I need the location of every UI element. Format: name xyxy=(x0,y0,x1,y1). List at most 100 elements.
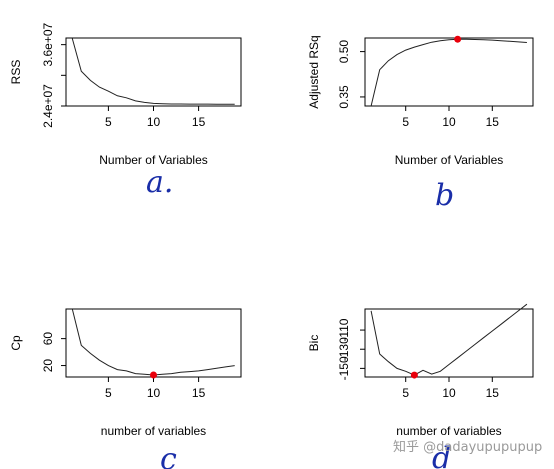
data-point xyxy=(171,103,173,105)
x-tick-label: 15 xyxy=(486,386,500,400)
data-point xyxy=(225,103,227,105)
handwritten-label: a. xyxy=(146,165,173,200)
x-tick-label: 5 xyxy=(105,386,112,400)
x-axis-label: number of variables xyxy=(101,424,206,438)
handwritten-label: b xyxy=(435,178,454,213)
data-point xyxy=(134,373,136,375)
data-point xyxy=(234,103,236,105)
data-point xyxy=(143,373,145,375)
data-point xyxy=(396,367,398,369)
data-point xyxy=(71,38,73,40)
data-point xyxy=(405,49,407,51)
y-axis-label: RSS xyxy=(9,60,23,85)
data-point xyxy=(387,361,389,363)
x-tick-label: 5 xyxy=(402,386,409,400)
y-tick-label: -110 xyxy=(337,318,351,341)
data-point xyxy=(439,40,441,42)
data-point xyxy=(107,365,109,367)
data-point xyxy=(180,103,182,105)
data-point xyxy=(89,352,91,354)
x-tick-label: 10 xyxy=(442,386,456,400)
x-tick-label: 10 xyxy=(147,386,161,400)
panel-adjr2: 5 10 15 0.35 0.50 Number of Variables Adjusted… xyxy=(307,35,534,213)
data-point xyxy=(98,86,100,88)
data-point xyxy=(207,369,209,371)
data-point xyxy=(517,310,519,312)
data-point xyxy=(80,344,82,346)
data-point xyxy=(98,359,100,361)
series-line xyxy=(370,38,527,107)
plot-frame xyxy=(65,37,242,107)
data-point xyxy=(116,95,118,97)
data-point xyxy=(370,310,372,312)
data-point xyxy=(422,44,424,46)
data-point xyxy=(379,69,381,71)
x-axis-label: Number of Variables xyxy=(99,153,208,167)
watermark: 知乎 @dadayupupupup xyxy=(393,440,543,455)
data-point xyxy=(448,364,450,366)
data-point xyxy=(162,373,164,375)
data-point xyxy=(125,97,127,99)
data-point xyxy=(509,40,511,42)
handwritten-label: c xyxy=(160,442,177,469)
data-point xyxy=(483,39,485,41)
x-axis-label: Number of Variables xyxy=(395,153,504,167)
data-point xyxy=(465,350,467,352)
x-tick-label: 15 xyxy=(192,115,206,129)
data-point xyxy=(80,70,82,72)
data-point xyxy=(180,371,182,373)
data-point xyxy=(431,373,433,375)
data-point xyxy=(162,103,164,105)
data-point xyxy=(216,103,218,105)
data-point xyxy=(465,38,467,40)
data-point xyxy=(500,40,502,42)
data-point xyxy=(500,323,502,325)
data-point xyxy=(491,39,493,41)
x-tick-label: 15 xyxy=(486,115,500,129)
x-tick-label: 15 xyxy=(192,386,206,400)
panel-cp: 5 10 15 20 60 number of variables Cp c xyxy=(9,308,242,469)
plot-frame xyxy=(65,308,242,378)
data-point xyxy=(483,337,485,339)
data-point xyxy=(431,41,433,43)
data-point xyxy=(198,103,200,105)
y-tick-label: 3.6e+07 xyxy=(41,22,55,66)
series-line xyxy=(71,38,235,105)
data-point xyxy=(134,100,136,102)
series-line xyxy=(370,303,528,376)
data-point xyxy=(526,303,528,305)
optimum-point xyxy=(454,35,462,43)
handwritten-label: d xyxy=(432,441,451,469)
plot-frame xyxy=(364,37,534,107)
optimum-point xyxy=(150,371,157,379)
data-point xyxy=(474,39,476,41)
data-point xyxy=(509,317,511,319)
x-tick-label: 5 xyxy=(402,115,409,129)
x-axis-label: number of variables xyxy=(396,424,501,438)
data-point xyxy=(189,371,191,373)
x-tick-label: 5 xyxy=(105,115,112,129)
data-point xyxy=(207,103,209,105)
data-point xyxy=(422,369,424,371)
data-point xyxy=(491,330,493,332)
data-point xyxy=(474,343,476,345)
data-point xyxy=(413,46,415,48)
y-axis-label: Adjusted RSq xyxy=(307,35,321,108)
data-point xyxy=(89,79,91,81)
data-point xyxy=(526,42,528,44)
data-point xyxy=(71,308,73,310)
y-tick-label: 20 xyxy=(41,359,55,373)
data-point xyxy=(396,54,398,56)
y-tick-label: 0.50 xyxy=(337,40,351,64)
data-point xyxy=(171,373,173,375)
data-point xyxy=(517,41,519,43)
data-point xyxy=(116,369,118,371)
y-axis-label: Cp xyxy=(9,335,23,351)
data-point xyxy=(405,370,407,372)
data-point xyxy=(387,60,389,62)
series-line xyxy=(71,308,235,376)
data-point xyxy=(107,90,109,92)
data-point xyxy=(448,39,450,41)
y-tick-label: -150 xyxy=(337,356,351,380)
